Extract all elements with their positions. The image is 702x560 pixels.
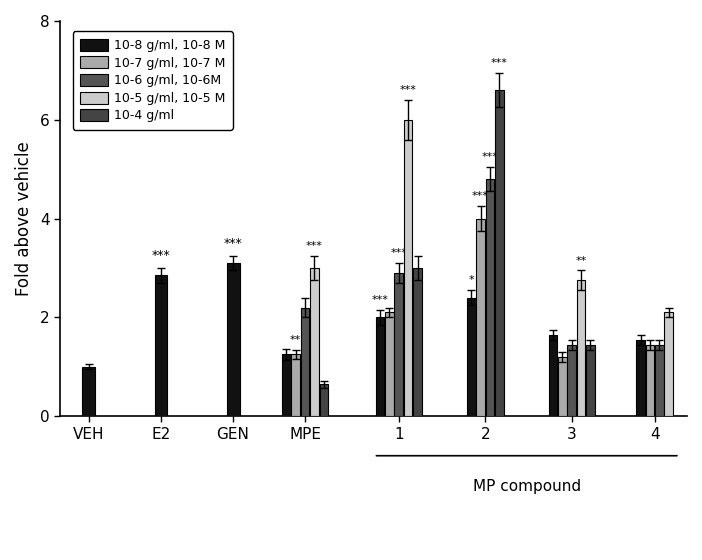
Text: ***: *** bbox=[491, 58, 508, 68]
Bar bbox=[586, 344, 595, 416]
Text: **: ** bbox=[290, 334, 301, 344]
Bar bbox=[385, 312, 394, 416]
Bar bbox=[395, 273, 403, 416]
Bar bbox=[495, 90, 503, 416]
Bar bbox=[282, 354, 291, 416]
Bar bbox=[577, 281, 585, 416]
Text: **: ** bbox=[576, 255, 587, 265]
Bar bbox=[646, 344, 654, 416]
Text: MP compound: MP compound bbox=[472, 479, 581, 494]
Bar bbox=[467, 298, 475, 416]
Bar bbox=[154, 276, 168, 416]
Bar bbox=[319, 384, 328, 416]
Bar bbox=[476, 218, 485, 416]
Bar bbox=[310, 268, 319, 416]
Bar bbox=[404, 120, 413, 416]
Legend: 10-8 g/ml, 10-8 M, 10-7 g/ml, 10-7 M, 10-6 g/ml, 10-6M, 10-5 g/ml, 10-5 M, 10-4 : 10-8 g/ml, 10-8 M, 10-7 g/ml, 10-7 M, 10… bbox=[72, 31, 233, 130]
Text: ***: *** bbox=[152, 249, 171, 262]
Text: *: * bbox=[468, 276, 474, 285]
Text: ***: *** bbox=[399, 85, 416, 95]
Bar bbox=[655, 344, 663, 416]
Bar bbox=[549, 335, 557, 416]
Y-axis label: Fold above vehicle: Fold above vehicle bbox=[15, 141, 33, 296]
Bar bbox=[486, 179, 494, 416]
Bar bbox=[636, 339, 645, 416]
Bar bbox=[300, 307, 310, 416]
Text: ***: *** bbox=[371, 295, 388, 305]
Text: ***: *** bbox=[482, 152, 498, 162]
Bar bbox=[413, 268, 422, 416]
Bar bbox=[227, 263, 239, 416]
Bar bbox=[291, 354, 300, 416]
Text: ***: *** bbox=[472, 192, 489, 201]
Text: ***: *** bbox=[306, 241, 323, 251]
Text: ***: *** bbox=[224, 237, 242, 250]
Bar bbox=[558, 357, 567, 416]
Bar bbox=[376, 318, 385, 416]
Bar bbox=[82, 367, 95, 416]
Bar bbox=[567, 344, 576, 416]
Bar bbox=[664, 312, 673, 416]
Text: ***: *** bbox=[390, 248, 407, 258]
